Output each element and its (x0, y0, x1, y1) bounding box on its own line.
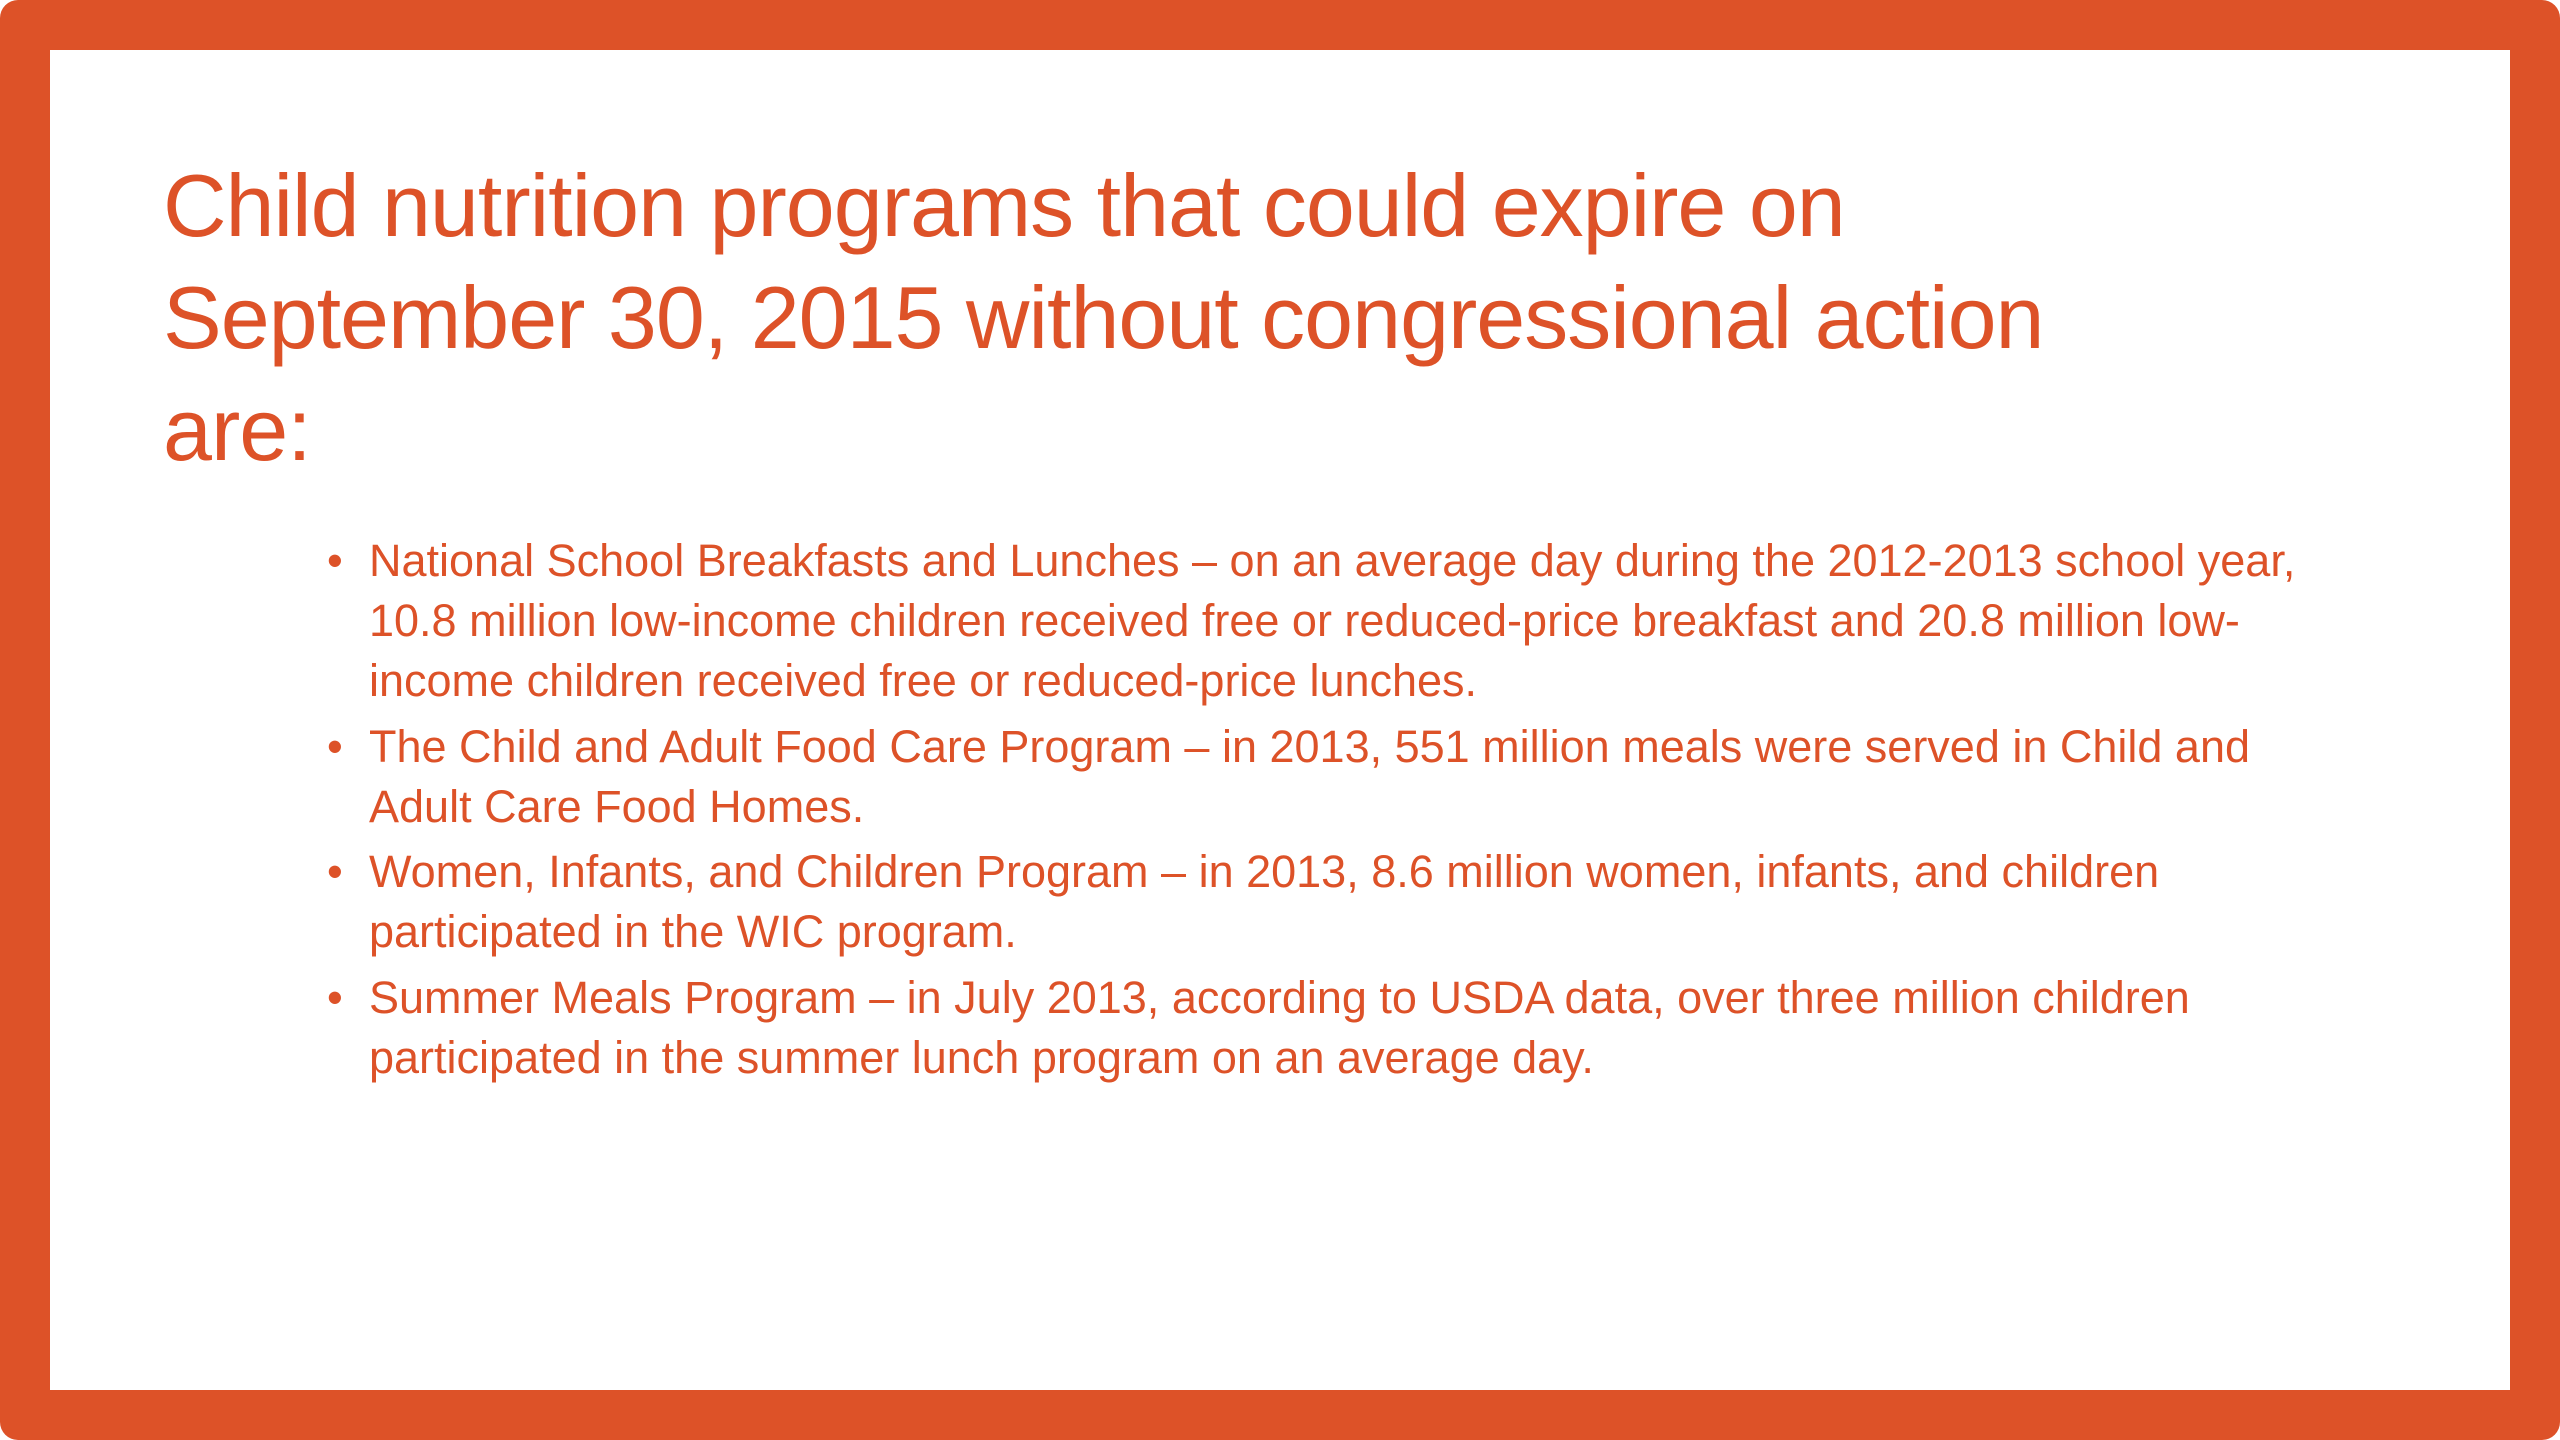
slide-title: Child nutrition programs that could expi… (163, 156, 2044, 479)
bullet-text: Summer Meals Program – in July 2013, acc… (369, 972, 2190, 1083)
slide-content: Child nutrition programs that could expi… (50, 50, 2510, 1390)
bullet-dot-icon: • (327, 972, 343, 1024)
bullet-list: • National School Breakfasts and Lunches… (163, 531, 2307, 1088)
bullet-item: • Women, Infants, and Children Program –… (327, 842, 2307, 962)
bullet-text: The Child and Adult Food Care Program – … (369, 720, 2251, 832)
bullet-dot-icon: • (327, 720, 343, 772)
bullet-dot-icon: • (327, 535, 343, 587)
bullet-item: • National School Breakfasts and Lunches… (327, 531, 2307, 711)
bullet-dot-icon: • (327, 846, 343, 898)
bullet-item: • The Child and Adult Food Care Program … (327, 717, 2307, 837)
bullet-text: Women, Infants, and Children Program – i… (369, 846, 2160, 958)
bullet-item: • Summer Meals Program – in July 2013, a… (327, 968, 2307, 1088)
bullet-text: National School Breakfasts and Lunches –… (369, 535, 2296, 706)
